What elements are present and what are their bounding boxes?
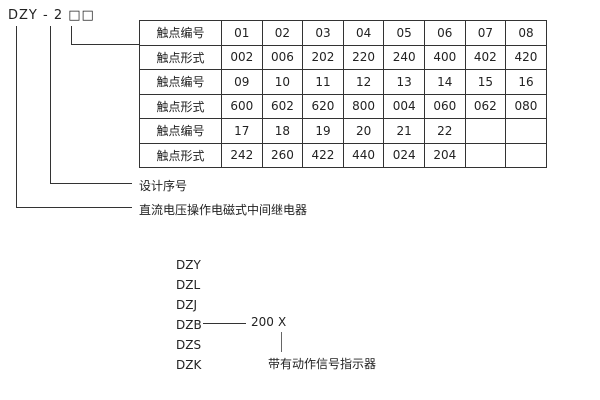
table-cell: 220 xyxy=(342,44,385,70)
table-row: 触点编号 01 02 03 04 05 06 07 08 xyxy=(139,20,547,46)
table-cell: 10 xyxy=(261,69,304,95)
table-cell: 620 xyxy=(302,93,344,119)
table-cell: 080 xyxy=(505,93,547,119)
table-cell: 400 xyxy=(423,44,466,70)
table-cell: 09 xyxy=(221,69,263,95)
series-item: DZK xyxy=(176,358,202,372)
table-cell: 02 xyxy=(261,20,304,46)
table-cell: 242 xyxy=(221,142,263,168)
row-label: 触点编号 xyxy=(139,69,222,95)
series-list: DZY DZL DZJ DZB DZS DZK xyxy=(176,255,202,375)
table-cell: 600 xyxy=(221,93,263,119)
table-cell: 08 xyxy=(505,20,547,46)
table-cell: 062 xyxy=(464,93,507,119)
table-cell: 20 xyxy=(342,118,385,144)
model-separator: - xyxy=(43,8,49,23)
table-cell: 01 xyxy=(221,20,263,46)
table-cell: 202 xyxy=(302,44,344,70)
table-cell: 19 xyxy=(302,118,344,144)
table-cell: 18 xyxy=(261,118,304,144)
table-cell: 11 xyxy=(302,69,344,95)
table-row: 触点形式 600 602 620 800 004 060 062 080 xyxy=(139,93,547,119)
table-cell: 004 xyxy=(383,93,425,119)
row-label: 触点形式 xyxy=(139,142,222,168)
table-cell xyxy=(464,142,507,168)
table-cell: 07 xyxy=(464,20,507,46)
table-cell: 002 xyxy=(221,44,263,70)
row-label: 触点编号 xyxy=(139,118,222,144)
row-label: 触点编号 xyxy=(139,20,222,46)
table-cell: 15 xyxy=(464,69,507,95)
table-cell: 060 xyxy=(423,93,466,119)
table-cell: 402 xyxy=(464,44,507,70)
table-row: 触点编号 09 10 11 12 13 14 15 16 xyxy=(139,69,547,95)
series-item: DZB xyxy=(176,318,202,332)
table-cell: 17 xyxy=(221,118,263,144)
row-label: 触点形式 xyxy=(139,44,222,70)
suffix-leader-line xyxy=(281,332,282,352)
table-cell: 03 xyxy=(302,20,344,46)
table-cell: 22 xyxy=(423,118,466,144)
model-code: DZY - 2 □□ xyxy=(8,8,95,23)
table-cell: 602 xyxy=(261,93,304,119)
table-row: 触点形式 242 260 422 440 024 204 xyxy=(139,142,547,168)
table-cell xyxy=(505,118,547,144)
example-suffix: X xyxy=(278,315,287,329)
series-item: DZJ xyxy=(176,298,197,312)
table-cell: 05 xyxy=(383,20,425,46)
row-label: 触点形式 xyxy=(139,93,222,119)
leader-line-design-h xyxy=(50,183,132,184)
leader-line-relay xyxy=(16,26,17,208)
table-cell: 12 xyxy=(342,69,385,95)
series-item: DZY xyxy=(176,258,201,272)
contact-table: 触点编号 01 02 03 04 05 06 07 08 触点形式 002 006 202 220 240 4… xyxy=(139,20,547,168)
table-cell: 260 xyxy=(261,142,304,168)
model-prefix: DZY xyxy=(8,8,38,23)
series-item: DZS xyxy=(176,338,202,352)
table-row: 触点编号 17 18 19 20 21 22 xyxy=(139,118,547,144)
table-cell: 16 xyxy=(505,69,547,95)
table-cell xyxy=(464,118,507,144)
leader-line-contact-h xyxy=(71,44,139,45)
leader-line-contact xyxy=(71,26,72,45)
table-cell: 204 xyxy=(423,142,466,168)
table-cell: 006 xyxy=(261,44,304,70)
leader-line-design xyxy=(50,26,51,184)
table-cell: 800 xyxy=(342,93,385,119)
leader-line-relay-h xyxy=(16,207,132,208)
table-cell: 440 xyxy=(342,142,385,168)
table-cell: 13 xyxy=(383,69,425,95)
table-cell: 024 xyxy=(383,142,425,168)
example-code: 200 xyxy=(251,315,274,329)
table-cell: 04 xyxy=(342,20,385,46)
series-connector-line xyxy=(203,323,246,324)
table-cell: 240 xyxy=(383,44,425,70)
table-cell: 422 xyxy=(302,142,344,168)
series-item: DZL xyxy=(176,278,201,292)
table-cell xyxy=(505,142,547,168)
model-boxes: □□ xyxy=(68,8,95,23)
table-cell: 06 xyxy=(423,20,466,46)
table-row: 触点形式 002 006 202 220 240 400 402 420 xyxy=(139,44,547,70)
suffix-label: 带有动作信号指示器 xyxy=(268,357,377,371)
design-number-label: 设计序号 xyxy=(139,179,188,193)
table-cell: 14 xyxy=(423,69,466,95)
relay-type-label: 直流电压操作电磁式中间继电器 xyxy=(139,203,308,217)
table-cell: 420 xyxy=(505,44,547,70)
table-cell: 21 xyxy=(383,118,425,144)
model-digit: 2 xyxy=(53,8,64,23)
